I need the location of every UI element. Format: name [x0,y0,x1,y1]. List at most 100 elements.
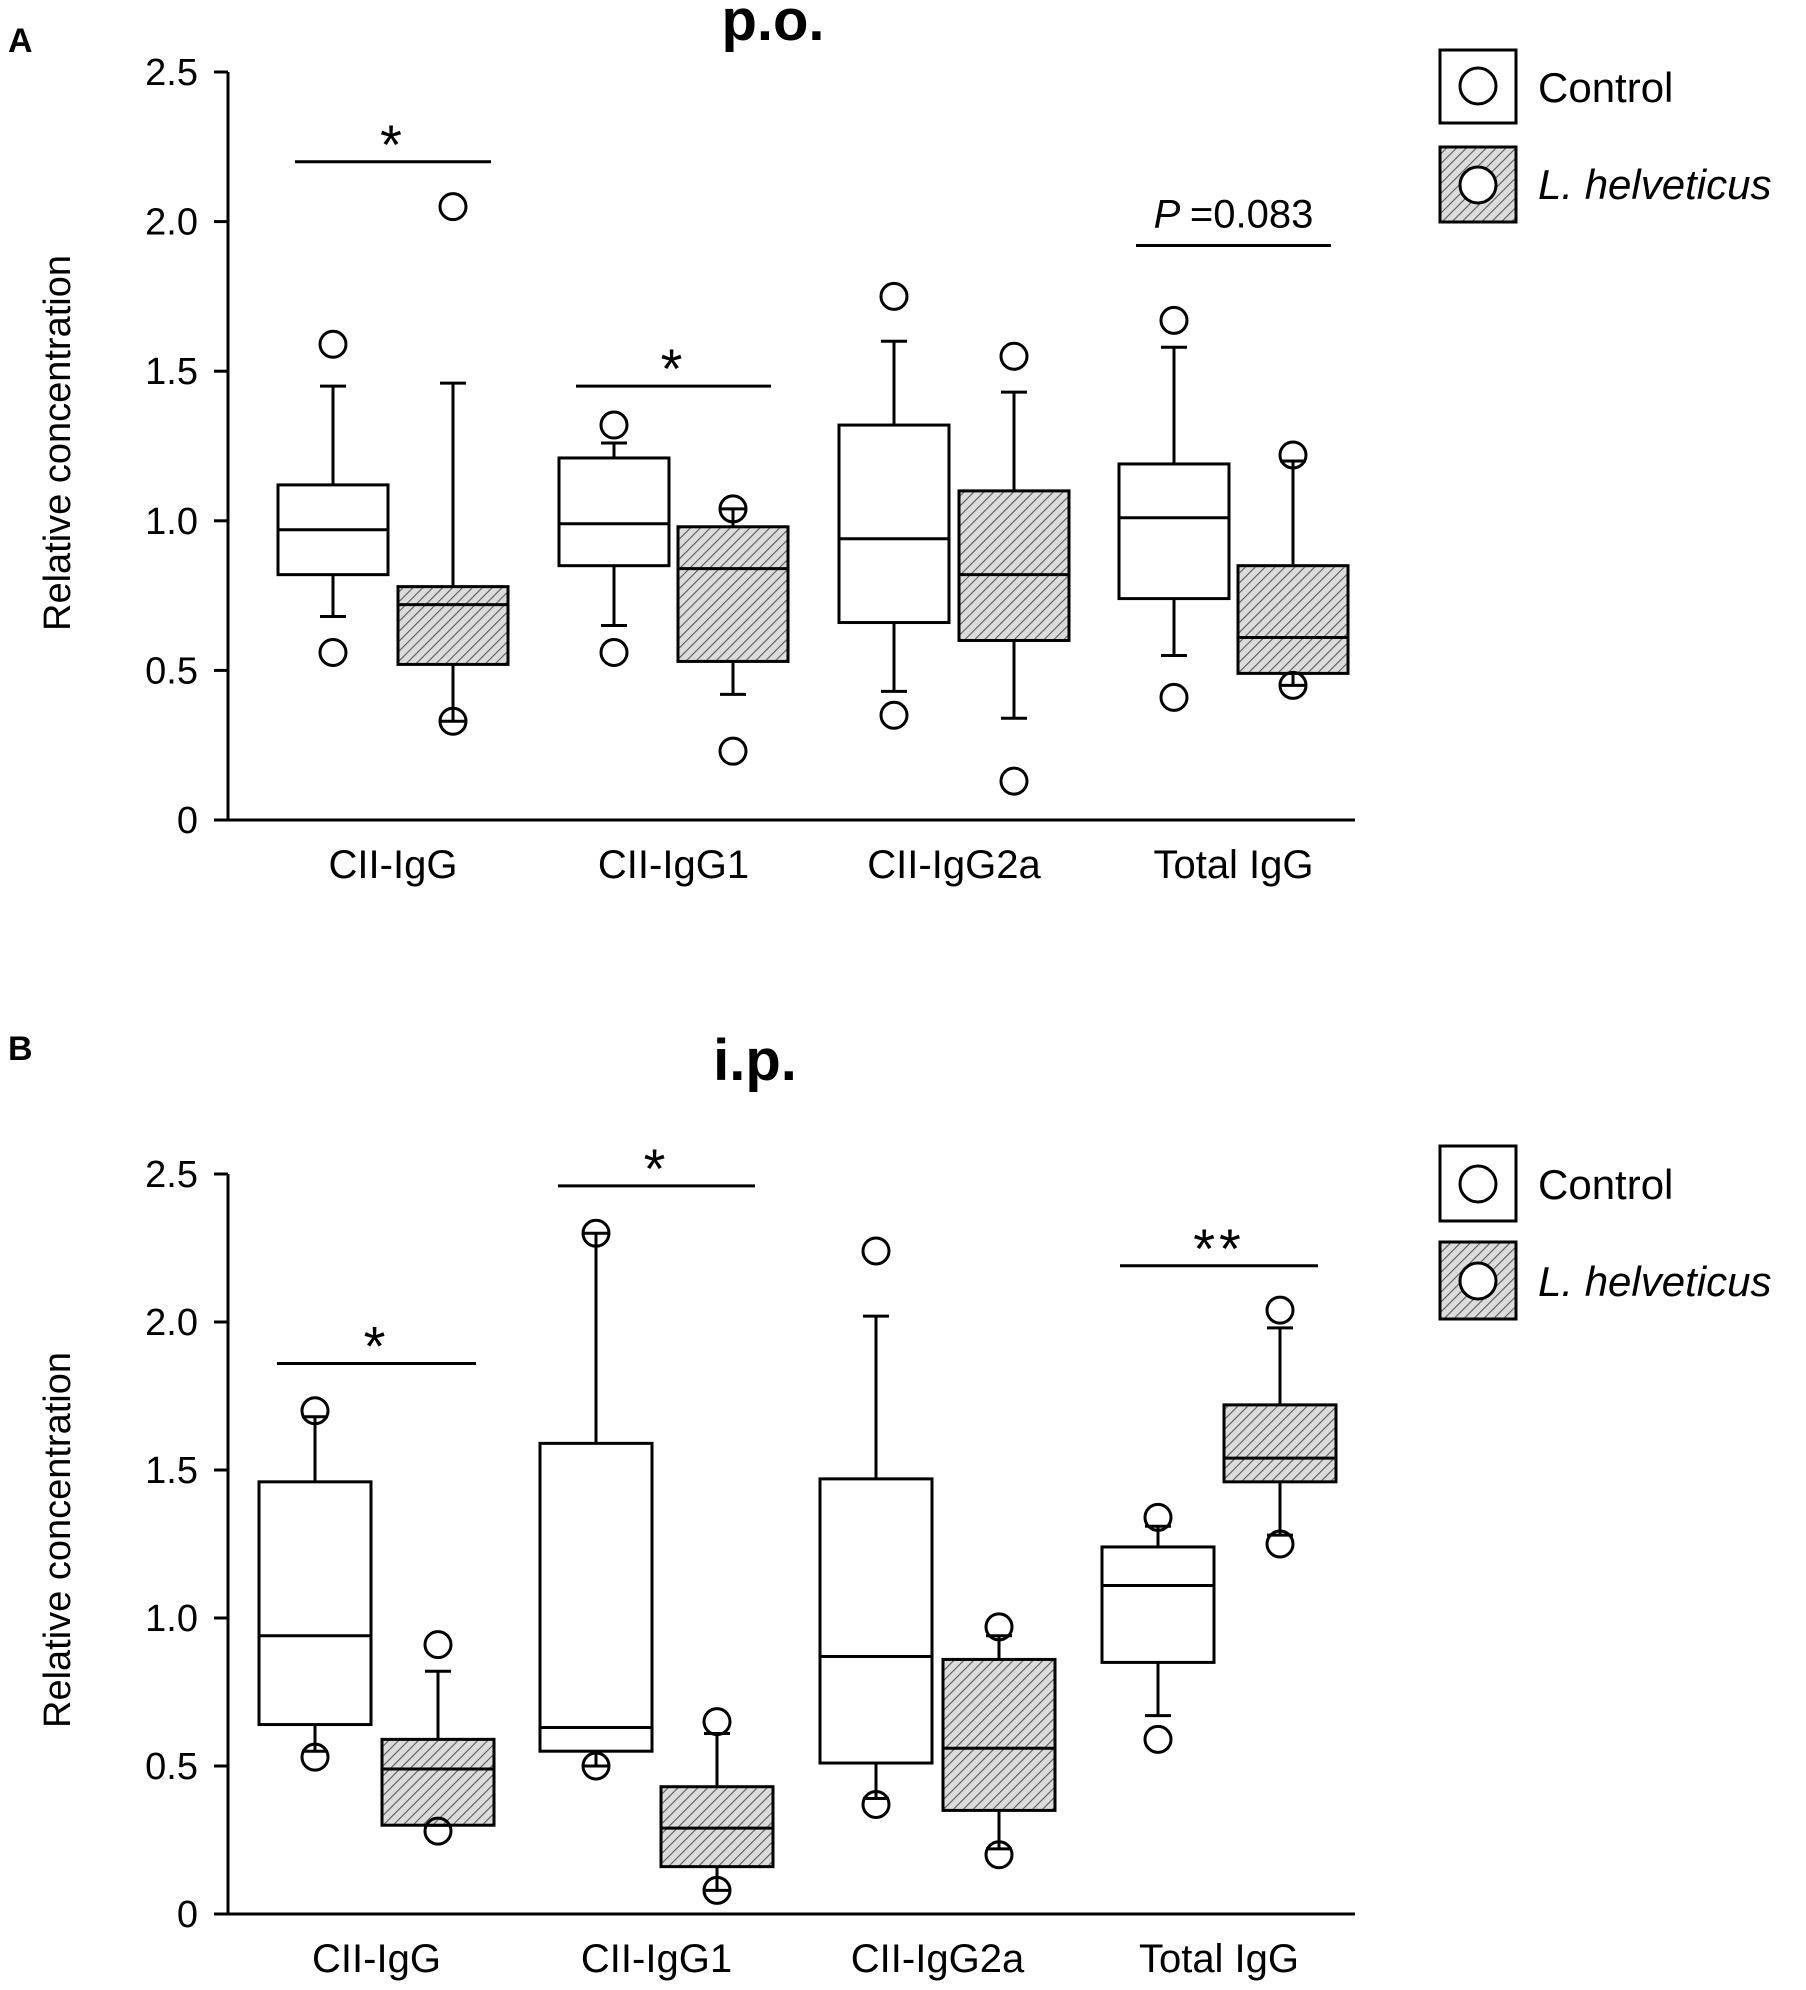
y-tick-label: 0.5 [145,1746,198,1788]
box-treatment-0 [380,1630,496,1846]
outlier-point [581,1218,611,1248]
box-body [941,1657,1057,1812]
outlier-point [999,766,1029,796]
significance-label: ** [1193,1217,1245,1280]
box-control-1 [538,1218,654,1781]
outlier-point [861,1236,891,1266]
x-category-label: CII-IgG1 [598,843,749,887]
outlier-point [984,1612,1014,1642]
outlier-point [718,494,748,524]
box-control-2 [837,281,951,730]
panel-title-b: i.p. [713,1028,797,1093]
box-control-0 [257,1396,373,1772]
legend-circle-treatment [1458,1261,1498,1301]
significance-label: * [644,1137,670,1200]
x-category-label: CII-IgG2a [867,843,1041,887]
legend-a: Control L. helveticus [1438,48,1771,224]
box-treatment-2 [941,1612,1057,1870]
plot-area-a: 0 0.5 1.0 1.5 2.0 2.5 CII-IgG CII-IgG1 CII-IgG2a… [145,52,1355,887]
box-control-0 [276,329,390,667]
significance-label: * [661,337,687,400]
panel-a: A p.o. Relative concentration 0 0.5 1.0 1.5… [8,0,1771,887]
y-tick-label: 0.5 [145,650,198,692]
legend-label-control: Control [1538,1161,1673,1208]
y-axis-label-a: Relative concentration [37,255,79,631]
outlier-point [984,1840,1014,1870]
legend-b: Control L. helveticus [1438,1144,1771,1321]
legend-swatch-control [1438,48,1518,125]
box-treatment-0 [396,192,510,736]
y-tick-label: 2.5 [145,52,198,94]
outlier-point [599,410,629,440]
significance-label: * [364,1314,390,1377]
outlier-point [1143,1724,1173,1754]
box-body [396,585,510,666]
box-treatment-2 [957,341,1071,796]
y-tick-label: 1.0 [145,501,198,543]
box-body [538,1441,654,1753]
outlier-point [318,329,348,359]
outlier-point [999,341,1029,371]
outlier-point [581,1751,611,1781]
y-axis-label-b: Relative concentration [37,1352,79,1728]
outlier-point [423,1630,453,1660]
box-body [557,456,671,568]
outlier-point [438,192,468,222]
x-category-label: CII-IgG1 [581,1937,732,1981]
outlier-point [1143,1502,1173,1532]
panel-title-a: p.o. [721,0,824,53]
outlier-point [879,281,909,311]
box-treatment-3 [1236,440,1350,700]
outlier-point [423,1816,453,1846]
box-body [380,1737,496,1827]
outlier-point [702,1875,732,1905]
box-body [1222,1403,1338,1484]
outlier-point [879,700,909,730]
outlier-point [1265,1529,1295,1559]
outlier-point [300,1396,330,1426]
box-control-2 [818,1236,934,1819]
outlier-point [599,637,629,667]
box-body [957,489,1071,642]
box-body [1100,1545,1216,1664]
outlier-point [318,637,348,667]
y-tick-label: 0 [177,1894,198,1936]
outlier-point [1278,670,1308,700]
y-tick-label: 1.5 [145,1450,198,1492]
x-category-label: CII-IgG [312,1937,441,1981]
outlier-point [718,736,748,766]
legend-label-treatment: L. helveticus [1538,1258,1771,1305]
x-category-label: CII-IgG [329,843,458,887]
y-tick-label: 2.0 [145,1302,198,1344]
plot-area-b: 0 0.5 1.0 1.5 2.0 2.5 CII-IgG CII-IgG1 CII-IgG2a… [145,1137,1355,1981]
outlier-point [861,1789,891,1819]
significance-label: * [380,113,406,176]
outlier-point [300,1742,330,1772]
y-tick-label: 1.0 [145,1598,198,1640]
x-category-label: Total IgG [1153,843,1313,887]
panel-b: B i.p. Relative concentration 0 0.5 1.0 1.5… [8,1028,1771,1981]
legend-circle-control [1458,1164,1498,1204]
outlier-point [1159,682,1189,712]
x-category-label: Total IgG [1139,1937,1299,1981]
legend-circle-control [1458,66,1498,106]
outlier-point [1278,440,1308,470]
box-control-1 [557,410,671,667]
legend-swatch-control [1438,1144,1518,1223]
box-treatment-1 [676,494,790,766]
box-control-3 [1117,305,1231,712]
box-treatment-3 [1222,1295,1338,1559]
panel-letter-b: B [8,1030,33,1068]
y-tick-label: 1.5 [145,351,198,393]
box-body [676,525,790,663]
box-control-3 [1100,1502,1216,1754]
box-body [837,423,951,625]
box-treatment-1 [659,1707,775,1905]
p-value-label: P =0.083 [1154,193,1314,237]
box-body [1236,564,1350,675]
outlier-point [1159,305,1189,335]
legend-circle-treatment [1458,165,1498,205]
box-body [818,1477,934,1765]
box-body [1117,462,1231,601]
